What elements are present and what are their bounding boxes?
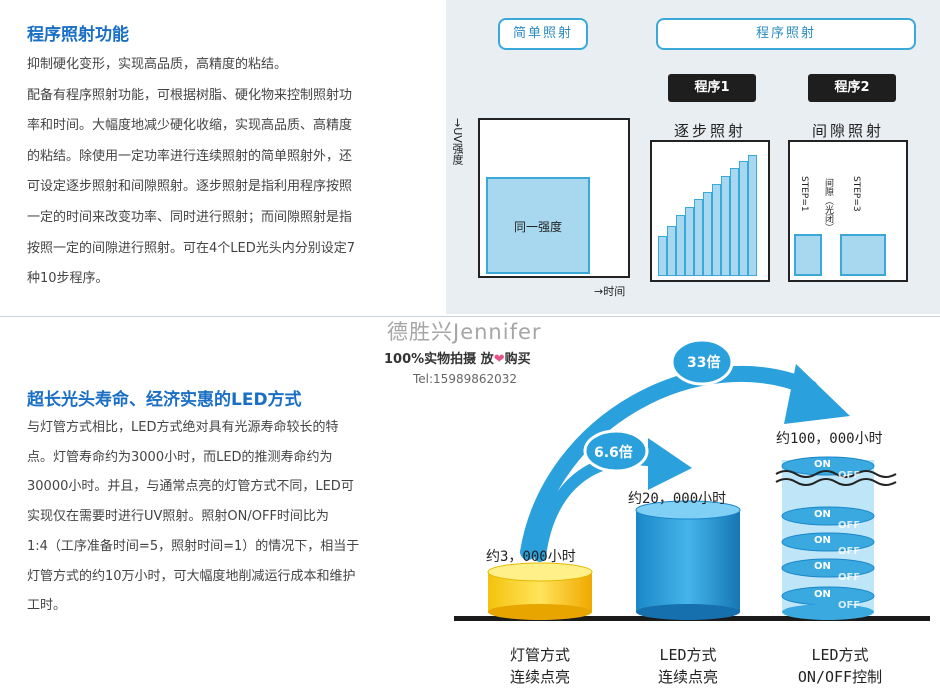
constant-intensity-bar <box>486 177 590 274</box>
arrow-6-6x-head <box>648 438 692 490</box>
gap-irradiation-chart: STEP=1 间隙（光闭） STEP=3 <box>788 140 908 282</box>
led-cylinder-top <box>635 500 741 520</box>
step-bar <box>712 184 721 276</box>
on-label: ON <box>814 535 831 546</box>
step-bar <box>694 199 703 276</box>
on-label: ON <box>814 459 831 470</box>
led-lifetime-title: 超长光头寿命、经济实惠的LED方式 <box>27 390 302 410</box>
lamp-cylinder-bottom <box>488 604 592 620</box>
lamp-hours-label: 约3，000小时 <box>486 549 576 565</box>
on-label: ON <box>814 509 831 520</box>
on-label: ON <box>814 589 831 600</box>
program2-tag: 程序2 <box>808 74 896 102</box>
gap-step1-label: STEP=1 <box>799 176 809 212</box>
step-irradiation-title: 逐步照射 <box>673 122 746 140</box>
watermark-brand: 德胜兴Jennifer <box>387 320 542 344</box>
step-bar <box>721 176 730 276</box>
lamp-category-label: 灯管方式 连续点亮 <box>509 646 570 686</box>
break-wave-top <box>775 470 897 478</box>
step-bar <box>703 192 712 276</box>
watermark-tagline-a: 100%实物拍摄 放 <box>384 352 494 367</box>
step-bar <box>730 168 739 276</box>
arrow-33x-head <box>784 364 850 424</box>
step-bar <box>676 215 685 276</box>
lamp-cylinder-top <box>487 562 593 582</box>
break-wave-bottom <box>775 478 897 486</box>
on-segment <box>781 558 875 578</box>
lifetime-comparison-chart: 33倍 6.6倍 约3，000小时 约20，000小时 约100，000小时 灯… <box>440 320 940 692</box>
ratio-6-6x-badge <box>583 429 649 473</box>
step-bar <box>685 207 694 276</box>
led-category-label: LED方式 连续点亮 <box>657 646 718 686</box>
step-bars <box>652 142 768 280</box>
watermark-tagline: 100%实物拍摄 放❤购买 <box>384 348 531 367</box>
gap-step3-bar <box>840 234 886 276</box>
onoff-cylinder-bottom <box>782 604 874 620</box>
step-irradiation-chart <box>650 140 770 282</box>
gap-irradiation-title: 间隙照射 <box>811 122 884 140</box>
program-irradiation-title: 程序照射功能 <box>27 25 129 45</box>
ratio-33x-label: 33倍 <box>687 355 721 371</box>
simple-irradiation-tag: 简单照射 <box>498 18 588 50</box>
led-onoff-stack <box>781 456 875 620</box>
off-label: OFF <box>838 546 861 557</box>
ratio-33x-badge <box>670 338 734 386</box>
gap-step1-bar <box>794 234 822 276</box>
watermark-phone: Tel:15989862032 <box>413 372 518 386</box>
led-onoff-hours-label: 约100，000小时 <box>776 431 883 447</box>
step-bar <box>658 236 667 276</box>
step-bar <box>739 161 748 276</box>
on-label: ON <box>814 561 831 572</box>
uv-intensity-axis-label: →UV强度 <box>451 118 464 165</box>
led-lifetime-description: 与灯管方式相比，LED方式绝对具有光源寿命较长的特 点。灯管寿命约为3000小时… <box>27 420 360 614</box>
off-label: OFF <box>838 600 861 611</box>
ratio-6-6x-label: 6.6倍 <box>594 445 633 461</box>
gap-step3-label: STEP=3 <box>851 176 861 212</box>
program1-tag: 程序1 <box>668 74 756 102</box>
led-onoff-category-label: LED方式 ON/OFF控制 <box>797 646 883 686</box>
led-cylinder-bottom <box>636 604 740 620</box>
lifetime-chart-graphics <box>454 338 930 621</box>
simple-irradiation-chart: 同一强度 <box>478 118 630 278</box>
on-segment <box>781 532 875 552</box>
program-irradiation-diagram: 简单照射 程序照射 程序1 程序2 逐步照射 间隙照射 →UV强度 同一强度 →… <box>446 0 940 314</box>
on-segment <box>781 456 875 476</box>
section-divider <box>0 316 940 317</box>
arrow-33x <box>520 365 818 560</box>
time-axis-label: →时间 <box>594 285 626 298</box>
step-bar <box>667 226 676 276</box>
constant-intensity-label: 同一强度 <box>513 220 562 234</box>
program-irradiation-description: 抑制硬化变形，实现高品质，高精度的粘结。 配备有程序照射功能，可根据树脂、硬化物… <box>27 57 356 287</box>
watermark-tagline-b: 购买 <box>504 352 531 367</box>
off-label: OFF <box>838 572 861 583</box>
heart-icon: ❤ <box>493 352 505 367</box>
off-label: OFF <box>838 470 861 481</box>
on-segment <box>781 506 875 526</box>
off-label: OFF <box>838 520 861 531</box>
program-irradiation-tag: 程序照射 <box>656 18 916 50</box>
gap-off-label: 间隙（光闭） <box>823 178 833 232</box>
led-cylinder-body <box>636 510 740 612</box>
led-hours-label: 约20，000小时 <box>628 491 727 507</box>
step-bar <box>748 155 757 276</box>
